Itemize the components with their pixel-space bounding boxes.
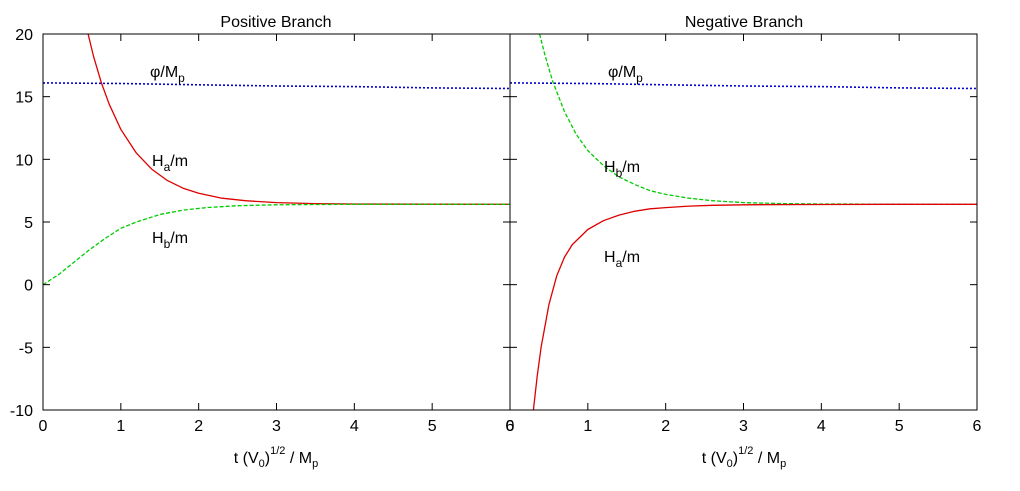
x-tick-label: 5 — [428, 418, 437, 435]
series-line — [532, 203, 977, 410]
x-axis-label: t (V0)1/2 / Mp — [234, 445, 318, 470]
series-label-hb: Hb/m — [604, 159, 640, 180]
panel-title: Negative Branch — [685, 14, 803, 31]
y-tick-label: -5 — [19, 340, 33, 357]
x-tick-label: 2 — [194, 418, 203, 435]
y-tick-label: 0 — [24, 278, 33, 295]
x-tick-label: 4 — [817, 418, 826, 435]
y-tick-label: 5 — [24, 215, 33, 232]
series-line — [43, 82, 510, 90]
series-label-phi: φ/Mp — [608, 64, 643, 85]
y-tick-label: -10 — [10, 403, 33, 420]
y-tick-label: 20 — [15, 27, 33, 44]
series-line — [510, 82, 977, 90]
x-tick-label: 3 — [272, 418, 281, 435]
x-tick-label: 6 — [506, 418, 515, 435]
x-tick-label: 0 — [506, 418, 515, 435]
series-line — [538, 34, 977, 205]
series-label-hb: Hb/m — [152, 230, 188, 251]
panel-content: 0 1 2 3 4 5 6 — [506, 33, 982, 435]
plot-frame — [509, 33, 978, 411]
x-axis-label: t (V0)1/2 / Mp — [702, 445, 786, 470]
panel-title: Positive Branch — [220, 14, 331, 31]
x-tick-label: 4 — [350, 418, 359, 435]
y-tick-label: 10 — [15, 152, 33, 169]
series-labels: φ/Mp Ha/m Hb/m φ/Mp Hb/m Ha/m — [150, 64, 643, 270]
series-label-ha: Ha/m — [152, 153, 188, 174]
y-tick-label: 15 — [15, 90, 33, 107]
x-tick-label: 1 — [116, 418, 125, 435]
series-label-ha: Ha/m — [604, 249, 640, 270]
series-line — [87, 34, 510, 205]
plot-frame — [42, 33, 511, 411]
panel-content: 0 1 2 3 4 5 6 -10 -5 0 5 10 15 20 — [10, 27, 515, 435]
x-tick-label: 3 — [739, 418, 748, 435]
panel-negative: Negative Branch 0 1 2 3 4 5 6 t (V0)1/2 / Mp — [506, 14, 982, 470]
series-line — [43, 203, 510, 286]
x-tick-label: 2 — [661, 418, 670, 435]
x-tick-label: 5 — [895, 418, 904, 435]
x-tick-label: 0 — [39, 418, 48, 435]
x-tick-label: 1 — [583, 418, 592, 435]
series-label-phi: φ/Mp — [150, 64, 185, 85]
panel-positive: Positive Branch 0 1 2 3 4 5 6 -10 -5 0 5 10 15 20 t (… — [10, 14, 515, 470]
x-tick-label: 6 — [973, 418, 982, 435]
